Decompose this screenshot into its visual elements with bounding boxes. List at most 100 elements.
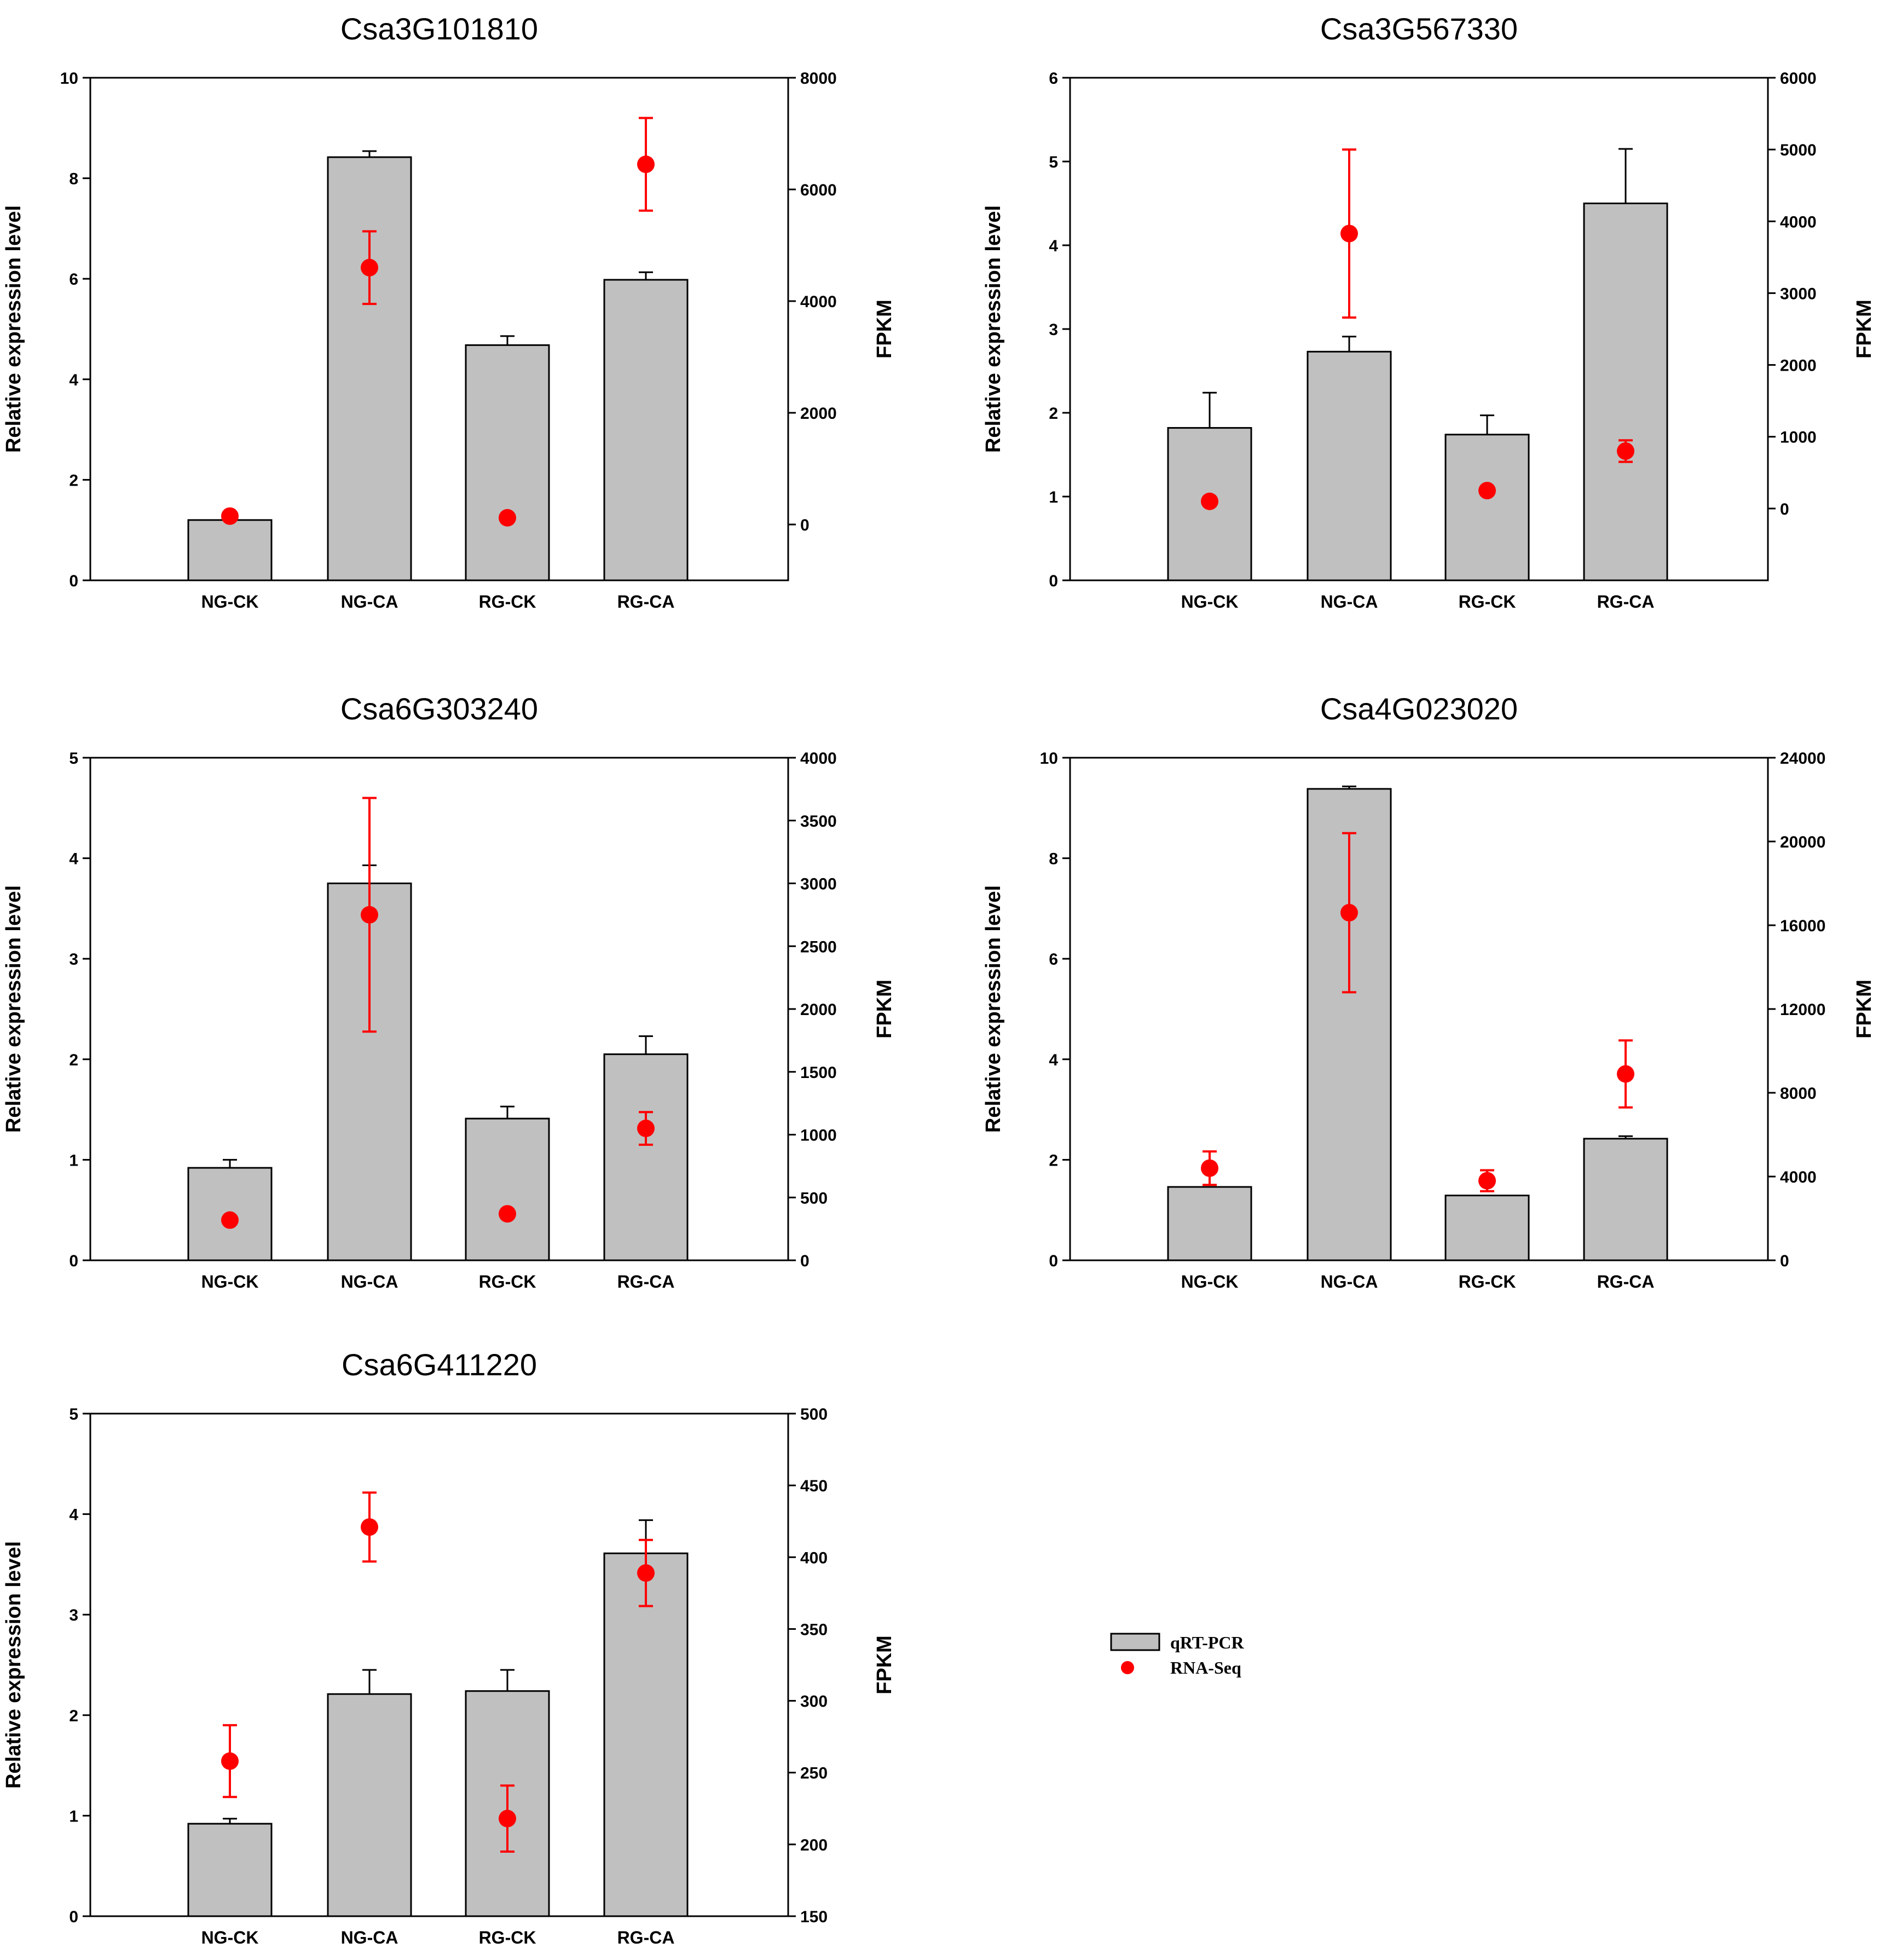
bar-rg-ca (603, 279, 689, 581)
left-tick-label: 5 (69, 750, 78, 768)
category-label: NG-CA (341, 1928, 398, 1947)
left-tick-label: 8 (1049, 850, 1058, 868)
left-tick-label: 1 (69, 1807, 78, 1825)
category-label: NG-CA (341, 1272, 398, 1292)
right-tick-label: 4000 (1780, 1168, 1817, 1186)
left-tick-label: 5 (69, 1405, 78, 1423)
point-rg-ca (637, 1564, 655, 1582)
right-tick-label: 2500 (800, 938, 837, 956)
chart-title: Csa4G023020 (1320, 691, 1518, 726)
right-tick-label: 3000 (800, 875, 837, 893)
bar-ng-ca (327, 156, 412, 581)
point-ng-ck (1201, 1159, 1218, 1177)
left-tick-label: 6 (69, 270, 78, 289)
point-ng-ca (361, 906, 378, 924)
right-tick-label: 2000 (800, 405, 837, 423)
right-tick-label: 0 (1780, 500, 1789, 518)
category-label: RG-CA (617, 1928, 675, 1947)
chart-0: Csa3G101810 0 2 4 6 8 10 0 2000 4000 6000 8000 NG-CK… (2, 11, 896, 612)
right-tick-label: 20000 (1780, 833, 1825, 851)
y-axis-label: Relative expression level (982, 885, 1005, 1133)
y-axis-label: Relative expression level (2, 205, 25, 453)
right-tick-label: 1500 (800, 1064, 837, 1082)
y-axis-label: Relative expression level (2, 1541, 25, 1789)
left-tick-label: 4 (69, 1506, 78, 1524)
legend-bar-swatch (1110, 1633, 1160, 1651)
bar-rg-ck (1444, 434, 1530, 581)
chart-title: Csa3G101810 (340, 11, 538, 46)
left-tick-label: 0 (1049, 1252, 1058, 1270)
category-label: RG-CK (1459, 592, 1516, 612)
left-tick-label: 4 (1049, 237, 1058, 255)
point-rg-ca (1617, 1065, 1634, 1083)
category-label: NG-CA (341, 592, 398, 612)
right-tick-label: 500 (800, 1189, 828, 1207)
y-axis-label: Relative expression level (982, 205, 1005, 453)
right-tick-label: 200 (800, 1836, 828, 1854)
point-ng-ck (1201, 492, 1218, 510)
point-rg-ck (499, 1809, 516, 1828)
left-tick-label: 0 (69, 572, 78, 590)
point-ng-ck (221, 1752, 239, 1770)
y2-axis-label: FPKM (1853, 979, 1876, 1039)
right-tick-label: 5000 (1780, 141, 1817, 159)
legend-marker-label: RNA-Seq (1170, 1658, 1241, 1677)
category-label: RG-CA (1597, 1272, 1655, 1292)
right-tick-label: 12000 (1780, 1001, 1825, 1019)
plot-frame (89, 1413, 789, 1917)
chart-title: Csa6G411220 (342, 1347, 537, 1382)
chart-3: Csa4G023020 0 2 4 6 8 10 0 4000 8000 12000 16000 200… (982, 691, 1876, 1292)
point-rg-ck (499, 509, 516, 527)
right-tick-label: 450 (800, 1477, 828, 1495)
category-label: NG-CA (1321, 1272, 1378, 1292)
y-axis-label: Relative expression level (2, 885, 25, 1133)
bar-ng-ck (187, 519, 273, 581)
left-tick-label: 3 (69, 950, 78, 969)
right-tick-label: 4000 (800, 750, 837, 768)
right-tick-label: 24000 (1780, 750, 1825, 768)
y2-axis-label: FPKM (873, 299, 896, 359)
left-tick-label: 2 (69, 1051, 78, 1069)
right-tick-label: 3500 (800, 812, 837, 831)
bar-rg-ck (1444, 1195, 1530, 1261)
right-tick-label: 0 (800, 1252, 810, 1270)
left-tick-label: 1 (69, 1151, 78, 1169)
point-ng-ca (361, 258, 378, 276)
y2-axis-label: FPKM (873, 979, 896, 1039)
left-tick-label: 0 (69, 1252, 78, 1270)
left-tick-label: 10 (60, 70, 78, 88)
chart-title: Csa3G567330 (1320, 11, 1518, 46)
right-tick-label: 250 (800, 1765, 828, 1783)
bar-rg-ca (1583, 203, 1668, 581)
point-rg-ca (637, 1120, 655, 1138)
right-tick-label: 0 (800, 516, 810, 534)
point-ng-ca (1340, 904, 1358, 922)
right-tick-label: 3000 (1780, 285, 1817, 303)
charts-group: Csa3G101810024681002000400060008000NG-CK… (2, 11, 1876, 1947)
right-tick-label: 1000 (800, 1127, 837, 1145)
category-label: RG-CK (1459, 1272, 1516, 1292)
left-tick-label: 2 (1049, 405, 1058, 423)
left-tick-label: 3 (1049, 321, 1058, 339)
category-label: NG-CK (201, 592, 259, 612)
left-tick-label: 4 (69, 371, 78, 389)
chart-title: Csa6G303240 (340, 691, 538, 726)
left-tick-label: 6 (1049, 950, 1058, 969)
point-rg-ck (499, 1205, 516, 1223)
y2-axis-label: FPKM (873, 1635, 896, 1694)
bar-rg-ca (603, 1552, 689, 1917)
point-rg-ck (1478, 1172, 1496, 1190)
left-tick-label: 2 (1049, 1151, 1058, 1169)
left-tick-label: 0 (1049, 572, 1058, 590)
left-tick-label: 8 (69, 170, 78, 188)
right-tick-label: 8000 (800, 70, 837, 88)
plot-frame (89, 77, 789, 581)
bar-ng-ck (187, 1823, 273, 1917)
category-label: NG-CK (1181, 1272, 1239, 1292)
right-tick-label: 150 (800, 1908, 828, 1926)
point-rg-ck (1478, 482, 1496, 500)
chart-1: Csa3G567330 0 1 2 3 4 5 6 0 1000 2000 3000 4000 5000 6… (982, 11, 1876, 612)
left-tick-label: 6 (1049, 70, 1058, 88)
left-tick-label: 10 (1040, 750, 1058, 768)
